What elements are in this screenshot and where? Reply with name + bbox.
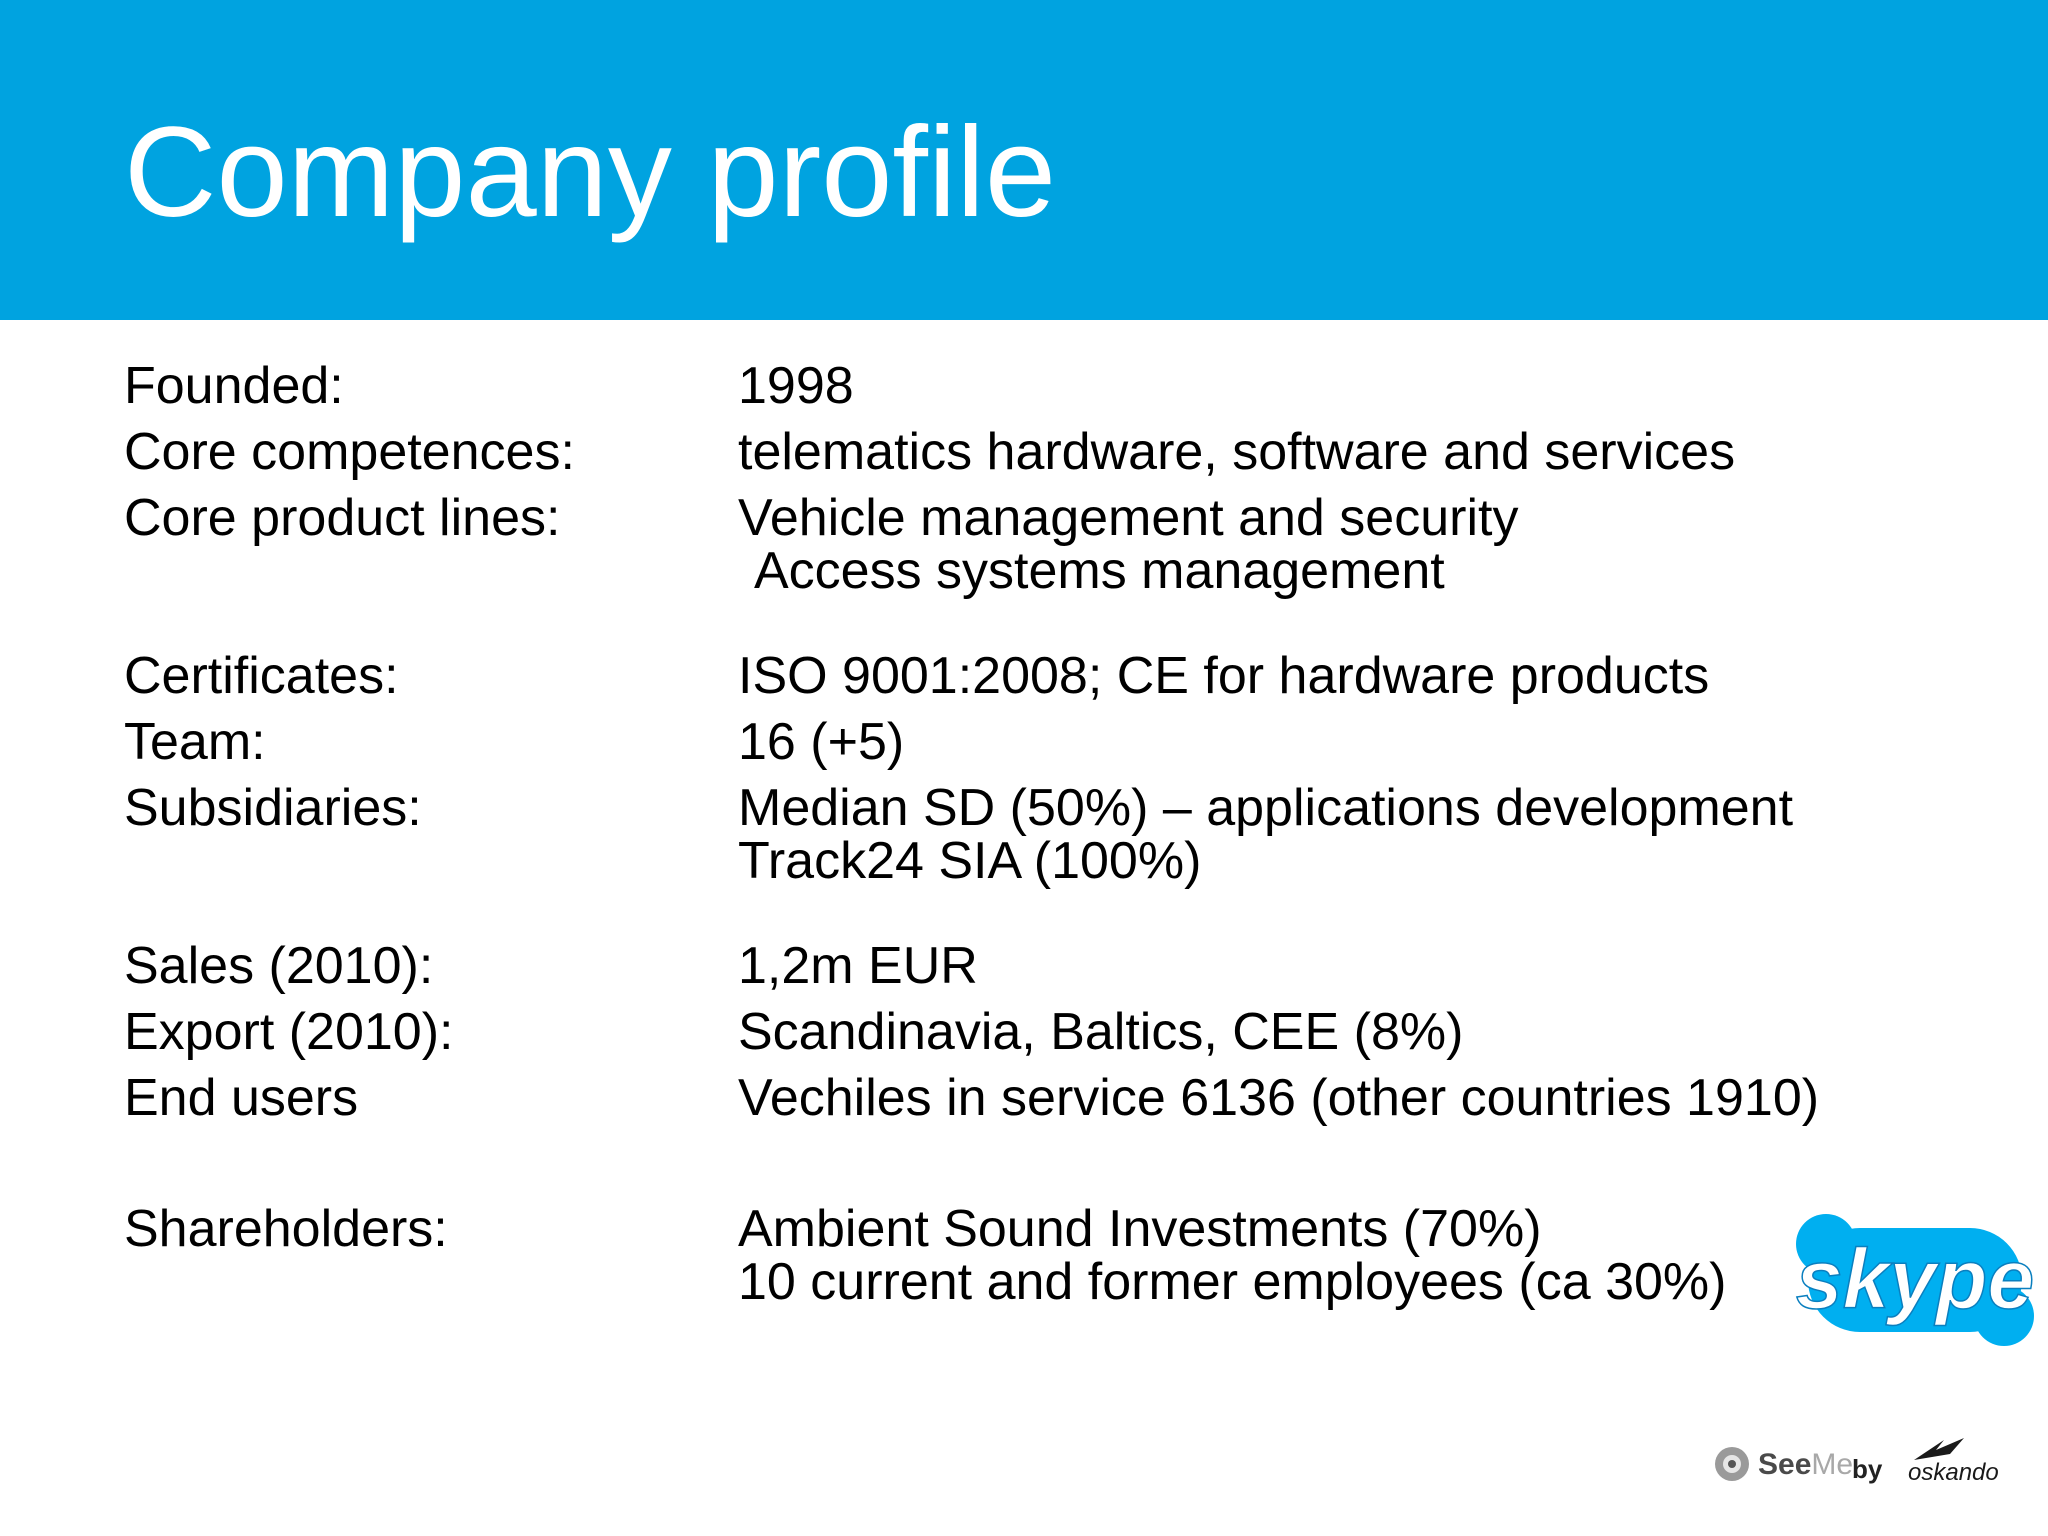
profile-label: Core product lines:	[124, 489, 561, 547]
profile-label: Sales (2010):	[124, 937, 434, 995]
profile-row-shareholders: Shareholders: Ambient Sound Investments …	[124, 1203, 1924, 1309]
profile-row-end-users: End users Vechiles in service 6136 (othe…	[124, 1072, 1924, 1125]
profile-label: End users	[124, 1069, 359, 1127]
profile-label: Founded:	[124, 357, 344, 415]
profile-row-core-competences: Core competences: telematics hardware, s…	[124, 426, 1924, 479]
profile-label: Export (2010):	[124, 1003, 454, 1061]
profile-label: Shareholders:	[124, 1200, 448, 1258]
seeme-see-text: See	[1758, 1448, 1812, 1481]
profile-value: Ambient Sound Investments (70%)	[738, 1200, 1542, 1258]
profile-value: Vehicle management and security	[738, 489, 1519, 547]
skype-logo: skype	[1795, 1214, 2035, 1346]
profile-row-founded: Founded: 1998	[124, 360, 1924, 413]
company-profile-list: Founded: 1998 Core competences: telemati…	[124, 360, 1924, 1309]
profile-value: 16 (+5)	[738, 713, 905, 771]
profile-value: 10 current and former employees (ca 30%)	[738, 1253, 1727, 1311]
profile-value: telematics hardware, software and servic…	[738, 423, 1736, 481]
profile-value: 1998	[738, 357, 854, 415]
profile-value: ISO 9001:2008; CE for hardware products	[738, 647, 1710, 705]
profile-value: Access systems management	[754, 542, 1445, 600]
profile-value: Scandinavia, Baltics, CEE (8%)	[738, 1003, 1464, 1061]
oskando-logo: oskando	[1908, 1438, 1999, 1486]
profile-value: Vechiles in service 6136 (other countrie…	[738, 1069, 1820, 1127]
profile-label: Certificates:	[124, 647, 399, 705]
oskando-swoosh-icon	[1914, 1438, 1964, 1460]
seeme-me-text: Me	[1811, 1448, 1854, 1481]
profile-label: Subsidiaries:	[124, 779, 422, 837]
title-banner: Company profile	[0, 0, 2048, 320]
profile-row-team: Team: 16 (+5)	[124, 716, 1924, 769]
seeme-wordmark: SeeMe	[1758, 1448, 1853, 1482]
profile-value: Track24 SIA (100%)	[738, 832, 1202, 890]
profile-value: 1,2m EUR	[738, 937, 978, 995]
profile-value: Median SD (50%) – applications developme…	[738, 779, 1794, 837]
profile-row-sales: Sales (2010): 1,2m EUR	[124, 940, 1924, 993]
profile-label: Core competences:	[124, 423, 575, 481]
profile-row-export: Export (2010): Scandinavia, Baltics, CEE…	[124, 1006, 1924, 1059]
footer-brand: SeeMe by oskando	[1712, 1432, 2002, 1492]
profile-row-subsidiaries: Subsidiaries: Median SD (50%) – applicat…	[124, 782, 1924, 888]
profile-row-core-product-lines: Core product lines: Vehicle management a…	[124, 492, 1924, 598]
profile-row-certificates: Certificates: ISO 9001:2008; CE for hard…	[124, 650, 1924, 703]
oskando-wordmark: oskando	[1908, 1459, 1999, 1486]
skype-wordmark: skype	[1796, 1232, 2034, 1326]
slide-title: Company profile	[124, 101, 1056, 244]
seeme-logo-icon	[1715, 1447, 1749, 1481]
profile-label: Team:	[124, 713, 266, 771]
footer-by-text: by	[1852, 1454, 1883, 1484]
